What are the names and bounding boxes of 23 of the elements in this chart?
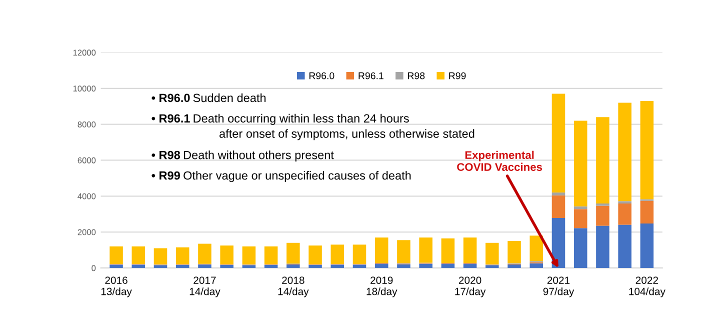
y-tick-label: 12000 xyxy=(73,50,96,56)
y-tick-label: 0 xyxy=(92,265,96,272)
annotation: • R99 Other vague or unspecified causes of death xyxy=(152,171,411,182)
annotation: • R96.1 Death occurring within less than 24 hours after onset of symptoms, unless otherwise stated xyxy=(152,114,474,140)
legend-label: R96.1 xyxy=(358,72,384,80)
x-tick-label: 2018 14/day xyxy=(278,276,309,298)
x-tick-label: 2021 97/day xyxy=(543,276,574,298)
annotation: • R96.0 Sudden death xyxy=(152,93,266,102)
legend-label: R98 xyxy=(408,72,425,80)
annotation: • R98 Death without others present xyxy=(152,150,334,162)
y-tick-label: 8000 xyxy=(78,122,96,128)
y-tick-label: 10000 xyxy=(73,86,96,92)
legend-label: R99 xyxy=(449,72,466,80)
y-tick-label: 6000 xyxy=(78,157,96,164)
x-tick-label: 2019 18/day xyxy=(366,276,398,298)
x-tick-label: 2020 17/day xyxy=(455,276,486,298)
legend-label: R96.0 xyxy=(309,72,334,80)
x-tick-label: 2017 14/day xyxy=(190,276,220,298)
x-tick-label: 2022 104/day xyxy=(629,276,666,298)
y-tick-label: 4000 xyxy=(78,193,96,200)
y-tick-label: 2000 xyxy=(78,229,96,236)
x-tick-label: 2016 13/day xyxy=(101,276,132,298)
annotation: Experimental COVID Vaccines xyxy=(457,150,542,171)
